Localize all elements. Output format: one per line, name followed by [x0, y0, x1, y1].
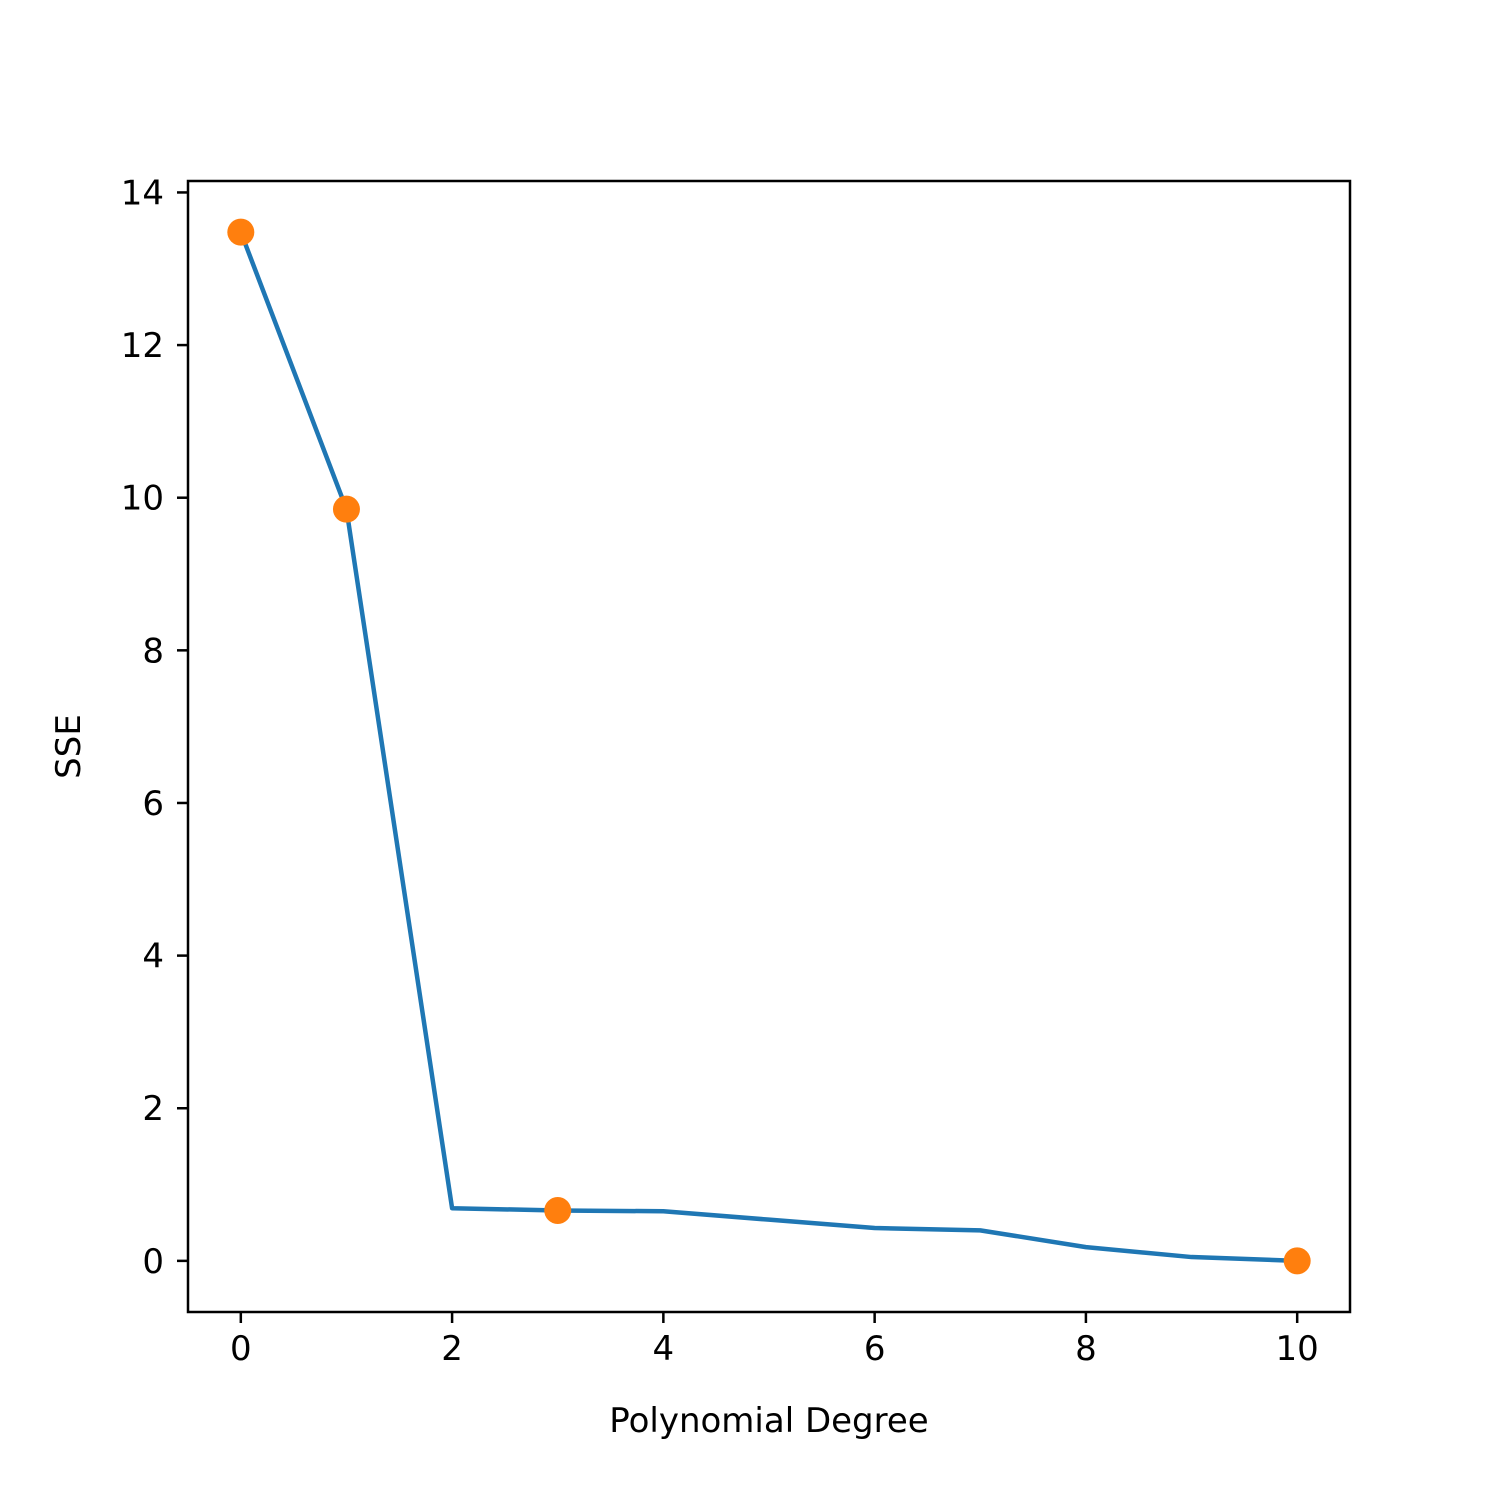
y-axis-label: SSE [49, 714, 89, 779]
plot-area [227, 218, 1311, 1275]
y-tick-label: 4 [142, 937, 164, 977]
axis-ticks: 0 2 4 6 8 10 0 2 4 6 8 10 12 14 [121, 173, 1319, 1369]
y-tick-label: 10 [121, 479, 164, 519]
data-point [544, 1197, 572, 1224]
y-tick-label: 12 [121, 326, 164, 366]
data-point [227, 218, 255, 246]
y-tick-label: 14 [121, 173, 164, 213]
series-line [238, 231, 1298, 1264]
data-point [332, 495, 360, 523]
x-axis-label: Polynomial Degree [609, 1401, 928, 1441]
axes-frame [186, 179, 1352, 1314]
y-tick-label: 0 [142, 1242, 164, 1282]
x-tick-label: 8 [1075, 1329, 1097, 1369]
x-tick-label: 10 [1276, 1329, 1319, 1369]
y-tick-label: 8 [142, 631, 164, 671]
x-tick-label: 2 [441, 1329, 463, 1369]
y-tick-label: 6 [142, 784, 164, 824]
x-tick-label: 4 [653, 1329, 675, 1369]
x-tick-label: 0 [230, 1329, 252, 1369]
data-point [1283, 1247, 1311, 1275]
x-tick-label: 6 [864, 1329, 886, 1369]
y-tick-label: 2 [142, 1089, 164, 1129]
